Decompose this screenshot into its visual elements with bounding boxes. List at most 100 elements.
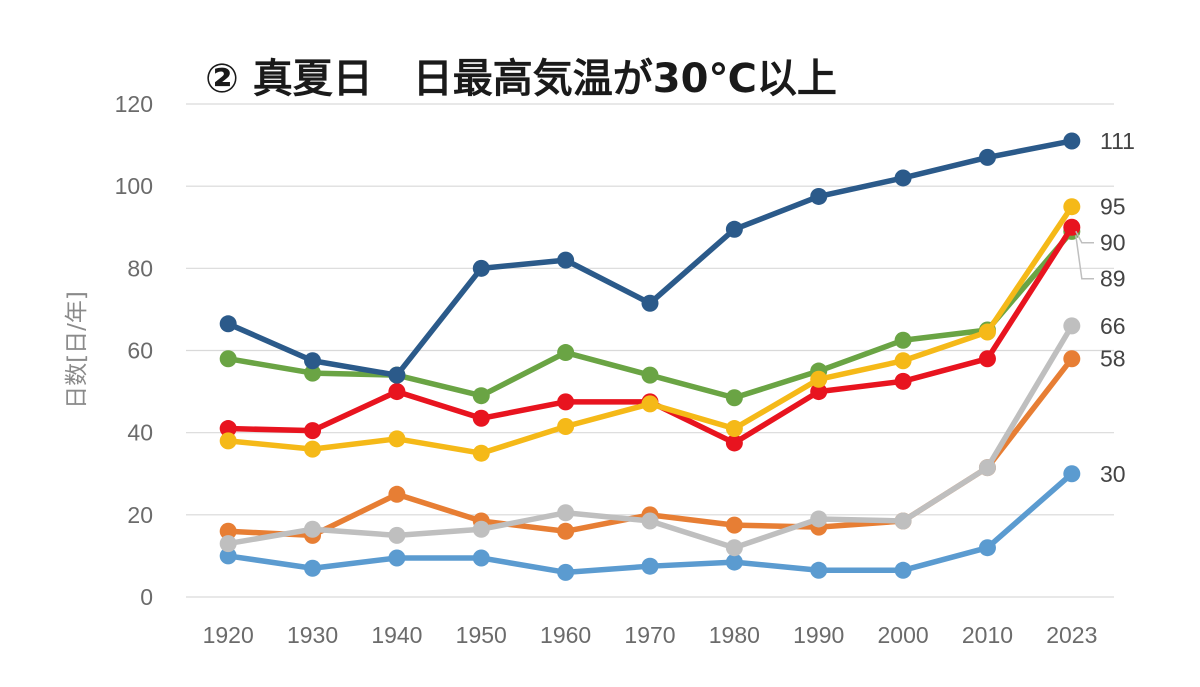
data-point (304, 520, 322, 538)
end-value-label: 66 (1100, 313, 1126, 339)
data-point (978, 539, 996, 557)
y-tick-label: 20 (127, 502, 153, 528)
end-labels: 111 95 90 89 66 58 30 (1075, 128, 1135, 487)
data-point (304, 422, 322, 440)
data-point (219, 522, 237, 540)
series-6 (219, 465, 1081, 581)
data-point (219, 535, 237, 553)
data-point (894, 512, 912, 530)
data-point (641, 294, 659, 312)
series-line (225, 138, 1075, 378)
data-point (725, 516, 743, 534)
leader-line (1075, 230, 1094, 244)
x-tick-label: 1930 (287, 622, 338, 648)
data-point (219, 315, 237, 333)
data-point (1063, 198, 1081, 216)
x-tick-label: 2023 (1046, 622, 1097, 648)
data-point (978, 459, 996, 477)
data-point (978, 148, 996, 166)
data-point (388, 485, 406, 503)
x-tick-label: 1960 (540, 622, 591, 648)
data-point (894, 169, 912, 187)
data-point (557, 344, 575, 362)
data-point (810, 510, 828, 528)
end-value-label: 89 (1100, 266, 1126, 292)
data-point (472, 549, 490, 567)
chart-title: ② 真夏日 日最高気温が30℃以上 (205, 56, 837, 102)
x-tick-label: 2010 (962, 622, 1013, 648)
data-point (388, 526, 406, 544)
data-point (1063, 465, 1081, 483)
data-point (472, 444, 490, 462)
y-axis-label: 日数[日/年] (64, 291, 90, 409)
data-point (557, 418, 575, 436)
series-line (225, 203, 1075, 456)
data-point (1063, 350, 1081, 368)
data-point (304, 440, 322, 458)
series-group (219, 132, 1081, 581)
data-point (978, 350, 996, 368)
x-tick-label: 1980 (709, 622, 760, 648)
data-point (1063, 317, 1081, 335)
data-point (810, 370, 828, 388)
series-1 (219, 198, 1081, 462)
data-point (725, 434, 743, 452)
x-axis-ticks: 1920 1930 1940 1950 1960 1970 1980 1990 2000 2010… (203, 622, 1098, 648)
data-point (810, 383, 828, 401)
data-point (219, 350, 237, 368)
series-4 (219, 317, 1081, 557)
data-point (219, 547, 237, 565)
data-point (810, 187, 828, 205)
data-point (304, 364, 322, 382)
data-point (894, 352, 912, 370)
data-point (557, 393, 575, 411)
data-point (641, 557, 659, 575)
y-tick-label: 60 (127, 338, 153, 364)
data-point (725, 220, 743, 238)
data-point (641, 512, 659, 530)
data-point (725, 553, 743, 571)
data-point (472, 387, 490, 405)
y-tick-label: 100 (115, 173, 153, 199)
end-value-label: 95 (1100, 194, 1126, 220)
data-point (472, 409, 490, 427)
x-tick-label: 1940 (371, 622, 422, 648)
data-point (894, 372, 912, 390)
data-point (304, 352, 322, 370)
y-axis-ticks: 0 20 40 60 80 100 120 (115, 91, 153, 610)
data-point (472, 259, 490, 277)
data-point (725, 389, 743, 407)
data-point (219, 432, 237, 450)
end-value-label: 111 (1100, 128, 1135, 154)
data-point (388, 549, 406, 567)
x-tick-label: 1970 (624, 622, 675, 648)
data-point (557, 563, 575, 581)
x-tick-label: 1920 (203, 622, 254, 648)
series-3 (219, 222, 1081, 407)
leader-line (1075, 235, 1094, 280)
data-point (978, 323, 996, 341)
data-point (472, 520, 490, 538)
y-tick-label: 80 (127, 255, 153, 281)
data-point (810, 561, 828, 579)
data-point (1063, 218, 1081, 236)
data-point (219, 420, 237, 438)
y-tick-label: 120 (115, 91, 153, 117)
data-point (894, 561, 912, 579)
data-point (557, 522, 575, 540)
data-point (725, 420, 743, 438)
data-point (557, 504, 575, 522)
series-0 (219, 132, 1081, 384)
data-point (388, 366, 406, 384)
y-tick-label: 0 (140, 584, 153, 610)
x-tick-label: 2000 (878, 622, 929, 648)
grid (186, 103, 1114, 598)
data-point (725, 539, 743, 557)
end-value-label: 58 (1100, 346, 1126, 372)
data-point (1063, 132, 1081, 150)
data-point (388, 430, 406, 448)
end-value-label: 30 (1100, 461, 1126, 487)
data-point (304, 559, 322, 577)
